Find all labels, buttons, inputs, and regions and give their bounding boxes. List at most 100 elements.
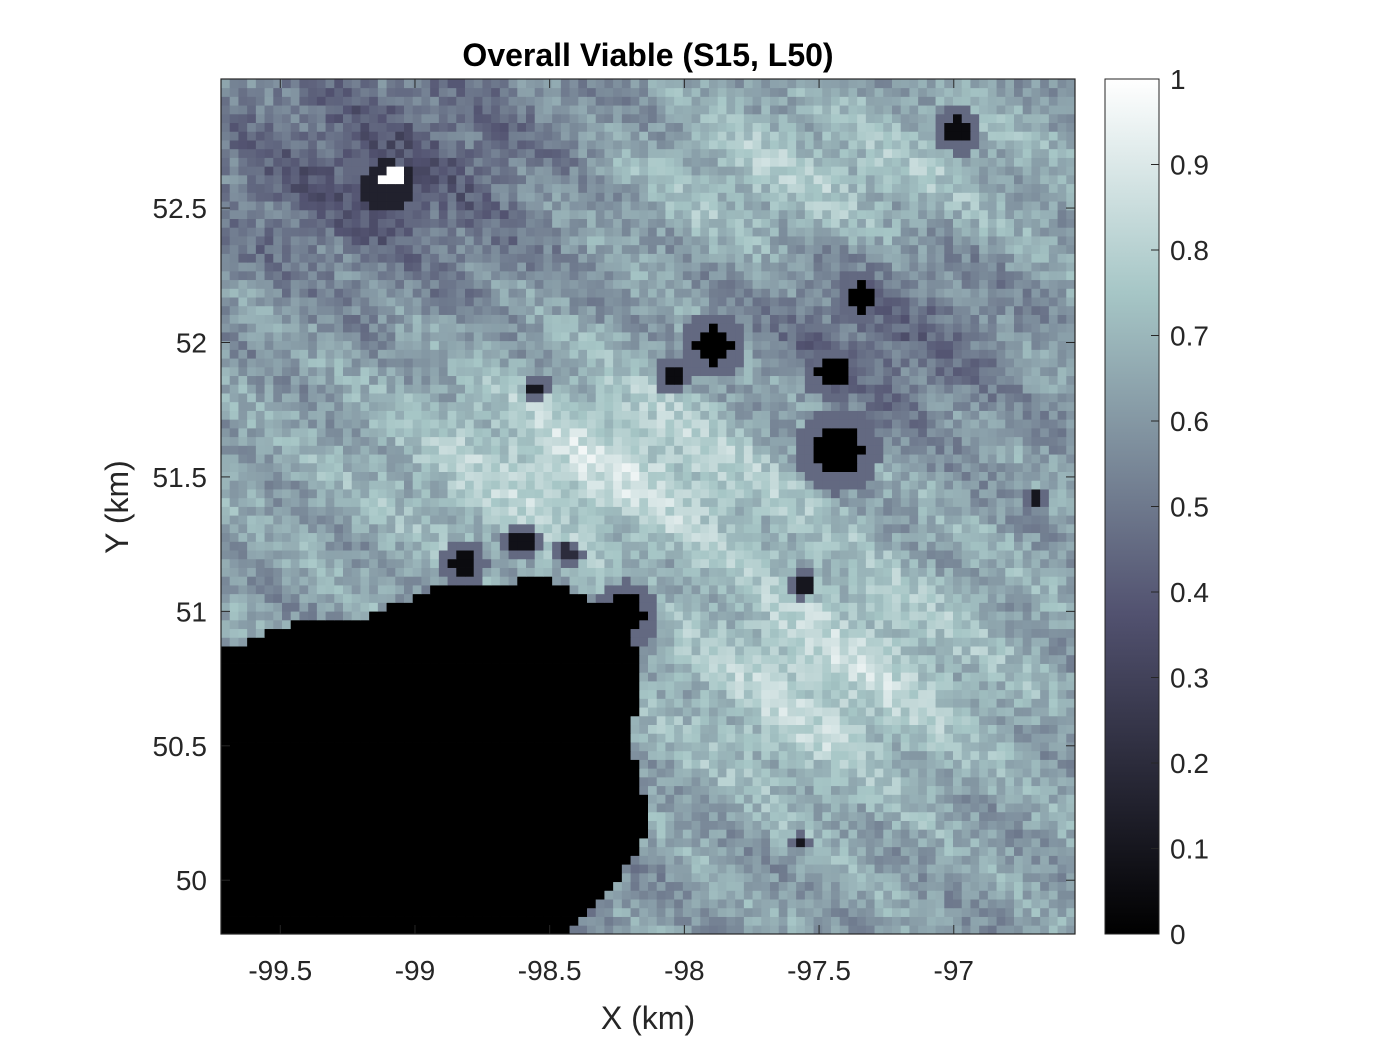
heatmap-cell [970, 619, 980, 630]
heatmap-cell [386, 567, 396, 577]
heatmap-cell [299, 899, 309, 909]
heatmap-cell [1066, 768, 1076, 778]
heatmap-cell [935, 794, 945, 804]
heatmap-cell [648, 523, 658, 534]
heatmap-cell [273, 733, 283, 743]
heatmap-cell [604, 838, 614, 848]
heatmap-cell [987, 541, 997, 551]
heatmap-cell [831, 576, 841, 586]
heatmap-cell [499, 811, 509, 821]
heatmap-cell [386, 515, 396, 525]
heatmap-cell [508, 742, 518, 752]
heatmap-cell [377, 654, 387, 664]
heatmap-cell [560, 585, 570, 595]
heatmap-cell [334, 820, 344, 830]
heatmap-cell [447, 768, 457, 778]
heatmap-cell [1005, 890, 1015, 900]
heatmap-cell [238, 907, 248, 917]
heatmap-cell [1005, 523, 1015, 534]
heatmap-cell [587, 750, 597, 760]
heatmap-cell [996, 907, 1006, 917]
heatmap-cell [796, 776, 806, 787]
heatmap-cell [822, 890, 832, 900]
heatmap-cell [308, 768, 318, 778]
heatmap-cell [1040, 768, 1050, 778]
heatmap-cell [456, 654, 466, 664]
heatmap-cell [587, 654, 597, 664]
heatmap-cell [752, 532, 762, 542]
heatmap-cell [831, 829, 841, 839]
heatmap-cell [935, 811, 945, 821]
heatmap-cell [595, 785, 605, 795]
heatmap-cell [517, 724, 527, 734]
heatmap-cell [308, 576, 318, 586]
heatmap-cell [482, 820, 492, 830]
heatmap-cell [857, 558, 867, 568]
heatmap-cell [273, 846, 283, 856]
heatmap-cell [752, 724, 762, 734]
heatmap-cell [351, 497, 361, 507]
heatmap-cell [386, 637, 396, 647]
heatmap-cell [961, 768, 971, 778]
heatmap-cell [639, 558, 649, 568]
heatmap-cell [473, 715, 483, 726]
heatmap-cell [796, 846, 806, 856]
heatmap-cell [926, 646, 936, 656]
heatmap-cell [465, 715, 475, 726]
heatmap-cell [691, 532, 701, 542]
heatmap-cell [578, 585, 588, 595]
heatmap-cell [1057, 619, 1067, 630]
heatmap-cell [1040, 794, 1050, 804]
heatmap-cell [874, 759, 884, 769]
heatmap-cell [508, 497, 518, 507]
heatmap-cell [1057, 881, 1067, 891]
heatmap-cell [839, 759, 849, 769]
heatmap-cell [735, 811, 745, 821]
heatmap-cell [935, 611, 945, 621]
heatmap-cell [569, 523, 579, 534]
heatmap-cell [691, 794, 701, 804]
heatmap-cell [848, 881, 858, 891]
heatmap-cell [839, 916, 849, 926]
heatmap-cell [360, 776, 370, 787]
heatmap-cell [935, 829, 945, 839]
heatmap-cell [552, 637, 562, 647]
heatmap-cell [273, 672, 283, 682]
heatmap-cell [752, 628, 762, 638]
heatmap-cell [857, 497, 867, 507]
heatmap-cell [221, 768, 231, 778]
heatmap-cell [456, 759, 466, 769]
heatmap-cell [1031, 680, 1041, 691]
heatmap-cell [587, 715, 597, 726]
heatmap-cell [430, 593, 440, 603]
heatmap-cell [1057, 811, 1067, 821]
heatmap-cell [848, 794, 858, 804]
heatmap-cell [621, 776, 631, 787]
heatmap-cell [1031, 820, 1041, 830]
heatmap-cell [979, 803, 989, 813]
heatmap-cell [778, 881, 788, 891]
heatmap-cell [351, 925, 361, 935]
heatmap-cell [238, 506, 248, 516]
heatmap-cell [926, 759, 936, 769]
heatmap-cell [290, 576, 300, 586]
heatmap-cell [299, 602, 309, 612]
heatmap-cell [412, 776, 422, 787]
heatmap-cell [247, 750, 257, 760]
heatmap-cell [961, 794, 971, 804]
heatmap-cell [421, 724, 431, 734]
heatmap-cell [1057, 707, 1067, 717]
heatmap-cell [282, 515, 292, 525]
heatmap-cell [343, 742, 353, 752]
heatmap-cell [473, 663, 483, 673]
heatmap-cell [848, 715, 858, 726]
heatmap-cell [674, 611, 684, 621]
heatmap-cell [282, 794, 292, 804]
heatmap-cell [587, 881, 597, 891]
heatmap-cell [691, 820, 701, 830]
heatmap-cell [839, 550, 849, 560]
heatmap-cell [334, 585, 344, 595]
heatmap-cell [1048, 672, 1058, 682]
heatmap-cell [438, 838, 448, 848]
heatmap-cell [221, 602, 231, 612]
